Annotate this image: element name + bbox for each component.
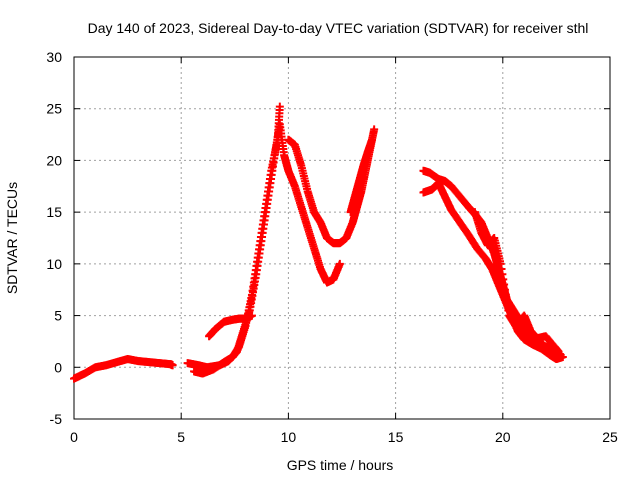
data-point — [168, 361, 177, 370]
data-points — [70, 102, 567, 383]
x-axis: 0 5 10 15 20 25 — [70, 57, 618, 445]
y-tick-label: 10 — [46, 256, 62, 272]
data-point — [558, 352, 567, 361]
data-point — [554, 347, 563, 356]
chart-title: Day 140 of 2023, Sidereal Day-to-day VTE… — [88, 20, 589, 36]
y-tick-label: 5 — [54, 308, 62, 324]
data-point — [370, 125, 379, 134]
series-track-i — [470, 208, 563, 356]
series-track-a — [70, 355, 177, 383]
x-tick-label: 15 — [388, 429, 404, 445]
data-point — [368, 135, 377, 144]
data-point — [275, 102, 284, 111]
y-axis: -5 0 5 10 15 20 25 30 — [46, 49, 610, 427]
y-tick-label: 20 — [46, 152, 62, 168]
x-axis-label: GPS time / hours — [287, 457, 394, 473]
y-tick-label: 30 — [46, 49, 62, 65]
x-tick-label: 25 — [602, 429, 618, 445]
y-tick-label: 0 — [54, 359, 62, 375]
y-tick-label: 25 — [46, 101, 62, 117]
series-track-e — [284, 125, 379, 248]
y-tick-label: -5 — [50, 411, 63, 427]
data-point — [247, 311, 256, 320]
y-axis-label: SDTVAR / TECUs — [4, 182, 20, 294]
x-tick-label: 20 — [495, 429, 511, 445]
x-tick-label: 10 — [281, 429, 297, 445]
x-tick-label: 0 — [70, 429, 78, 445]
plot-frame — [73, 56, 611, 420]
y-tick-label: 15 — [46, 204, 62, 220]
series-track-f — [346, 135, 377, 217]
series-track-c — [190, 102, 284, 378]
x-tick-label: 5 — [177, 429, 185, 445]
series-track-d — [205, 311, 256, 341]
data-point — [335, 259, 344, 268]
